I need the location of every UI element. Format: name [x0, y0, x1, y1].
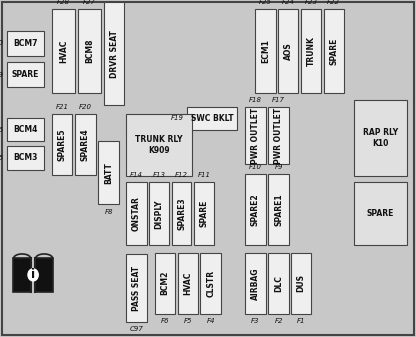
- Text: F29: F29: [0, 72, 4, 78]
- Text: SPARE2: SPARE2: [251, 193, 260, 226]
- Bar: [13, 258, 31, 292]
- Bar: [291, 253, 311, 314]
- Bar: [99, 141, 119, 204]
- Bar: [245, 174, 266, 245]
- Bar: [255, 9, 275, 93]
- Bar: [126, 182, 147, 245]
- Text: F23: F23: [305, 0, 317, 5]
- Text: F5: F5: [183, 318, 192, 324]
- Text: F12: F12: [175, 172, 188, 178]
- Text: F17: F17: [272, 97, 285, 103]
- Text: F1: F1: [297, 318, 305, 324]
- Bar: [245, 108, 266, 164]
- Text: F16: F16: [0, 126, 4, 132]
- Text: SPARE: SPARE: [12, 70, 39, 79]
- Bar: [35, 258, 53, 292]
- Bar: [7, 118, 44, 141]
- Bar: [52, 9, 75, 93]
- Circle shape: [28, 269, 38, 281]
- Text: F2: F2: [275, 318, 283, 324]
- Text: F11: F11: [198, 172, 210, 178]
- Bar: [201, 253, 221, 314]
- Text: F3: F3: [251, 318, 260, 324]
- Text: BATT: BATT: [104, 162, 113, 184]
- Bar: [245, 253, 266, 314]
- Bar: [178, 253, 198, 314]
- Bar: [187, 108, 237, 129]
- Text: F19: F19: [171, 116, 183, 121]
- Text: F20: F20: [79, 103, 92, 110]
- Bar: [75, 114, 96, 175]
- Text: SWC BKLT: SWC BKLT: [191, 114, 233, 123]
- Text: PWR OUTLET: PWR OUTLET: [251, 108, 260, 164]
- Text: SPARE: SPARE: [329, 37, 338, 65]
- Text: RAP RLY
K10: RAP RLY K10: [363, 128, 398, 148]
- Text: ECM1: ECM1: [261, 39, 270, 63]
- Text: TRUNK: TRUNK: [306, 36, 315, 66]
- Text: HVAC: HVAC: [59, 39, 68, 63]
- Text: AOS: AOS: [284, 42, 292, 60]
- Text: F13: F13: [153, 172, 166, 178]
- Text: SPARE1: SPARE1: [274, 193, 283, 226]
- Text: DISPLY: DISPLY: [155, 199, 164, 228]
- Text: C97: C97: [129, 327, 144, 333]
- Text: BCM4: BCM4: [13, 125, 38, 134]
- Text: F25: F25: [259, 0, 272, 5]
- Text: SPARE3: SPARE3: [177, 197, 186, 230]
- Text: ONSTAR: ONSTAR: [132, 196, 141, 231]
- Text: AIRBAG: AIRBAG: [251, 267, 260, 300]
- Text: PWR OUTLET: PWR OUTLET: [274, 108, 283, 164]
- Bar: [268, 174, 289, 245]
- Bar: [278, 9, 298, 93]
- Text: SPARE: SPARE: [367, 209, 394, 218]
- Bar: [354, 182, 407, 245]
- Bar: [7, 31, 44, 56]
- Text: F4: F4: [206, 318, 215, 324]
- Bar: [155, 253, 176, 314]
- Text: PASS SEAT: PASS SEAT: [132, 266, 141, 311]
- Bar: [104, 2, 124, 105]
- Text: F9: F9: [275, 163, 283, 170]
- Text: F30: F30: [0, 40, 4, 46]
- Text: DRVR SEAT: DRVR SEAT: [109, 30, 119, 78]
- Text: F27: F27: [83, 0, 96, 5]
- Text: DUS: DUS: [297, 274, 305, 292]
- Bar: [78, 9, 101, 93]
- Text: F24: F24: [282, 0, 295, 5]
- Text: HVAC: HVAC: [183, 272, 192, 295]
- Bar: [172, 182, 191, 245]
- Text: SPARE: SPARE: [200, 200, 208, 227]
- Bar: [126, 114, 192, 176]
- Bar: [7, 62, 44, 87]
- Text: F14: F14: [130, 172, 143, 178]
- Bar: [268, 253, 289, 314]
- Bar: [7, 146, 44, 170]
- Bar: [194, 182, 214, 245]
- Text: F6: F6: [161, 318, 169, 324]
- Text: i: i: [31, 268, 35, 281]
- Text: F28: F28: [57, 0, 70, 5]
- Text: F22: F22: [327, 0, 340, 5]
- Text: SPARE5: SPARE5: [58, 128, 67, 160]
- Text: DLC: DLC: [274, 275, 283, 292]
- Text: BCM7: BCM7: [13, 39, 38, 48]
- Text: F10: F10: [249, 163, 262, 170]
- Text: BCM2: BCM2: [161, 271, 170, 296]
- Text: CLSTR: CLSTR: [206, 270, 215, 297]
- Text: BCM3: BCM3: [13, 153, 38, 162]
- Text: BCM8: BCM8: [85, 39, 94, 63]
- Bar: [354, 100, 407, 176]
- Text: F15: F15: [0, 155, 4, 161]
- Bar: [324, 9, 344, 93]
- Bar: [126, 254, 147, 322]
- Text: SPARE4: SPARE4: [81, 128, 90, 161]
- Text: F18: F18: [249, 97, 262, 103]
- Text: F21: F21: [56, 103, 69, 110]
- Text: F8: F8: [104, 209, 113, 215]
- Bar: [52, 114, 72, 175]
- Bar: [301, 9, 321, 93]
- Text: TRUNK RLY
K909: TRUNK RLY K909: [136, 135, 183, 154]
- Bar: [268, 108, 289, 164]
- Bar: [149, 182, 169, 245]
